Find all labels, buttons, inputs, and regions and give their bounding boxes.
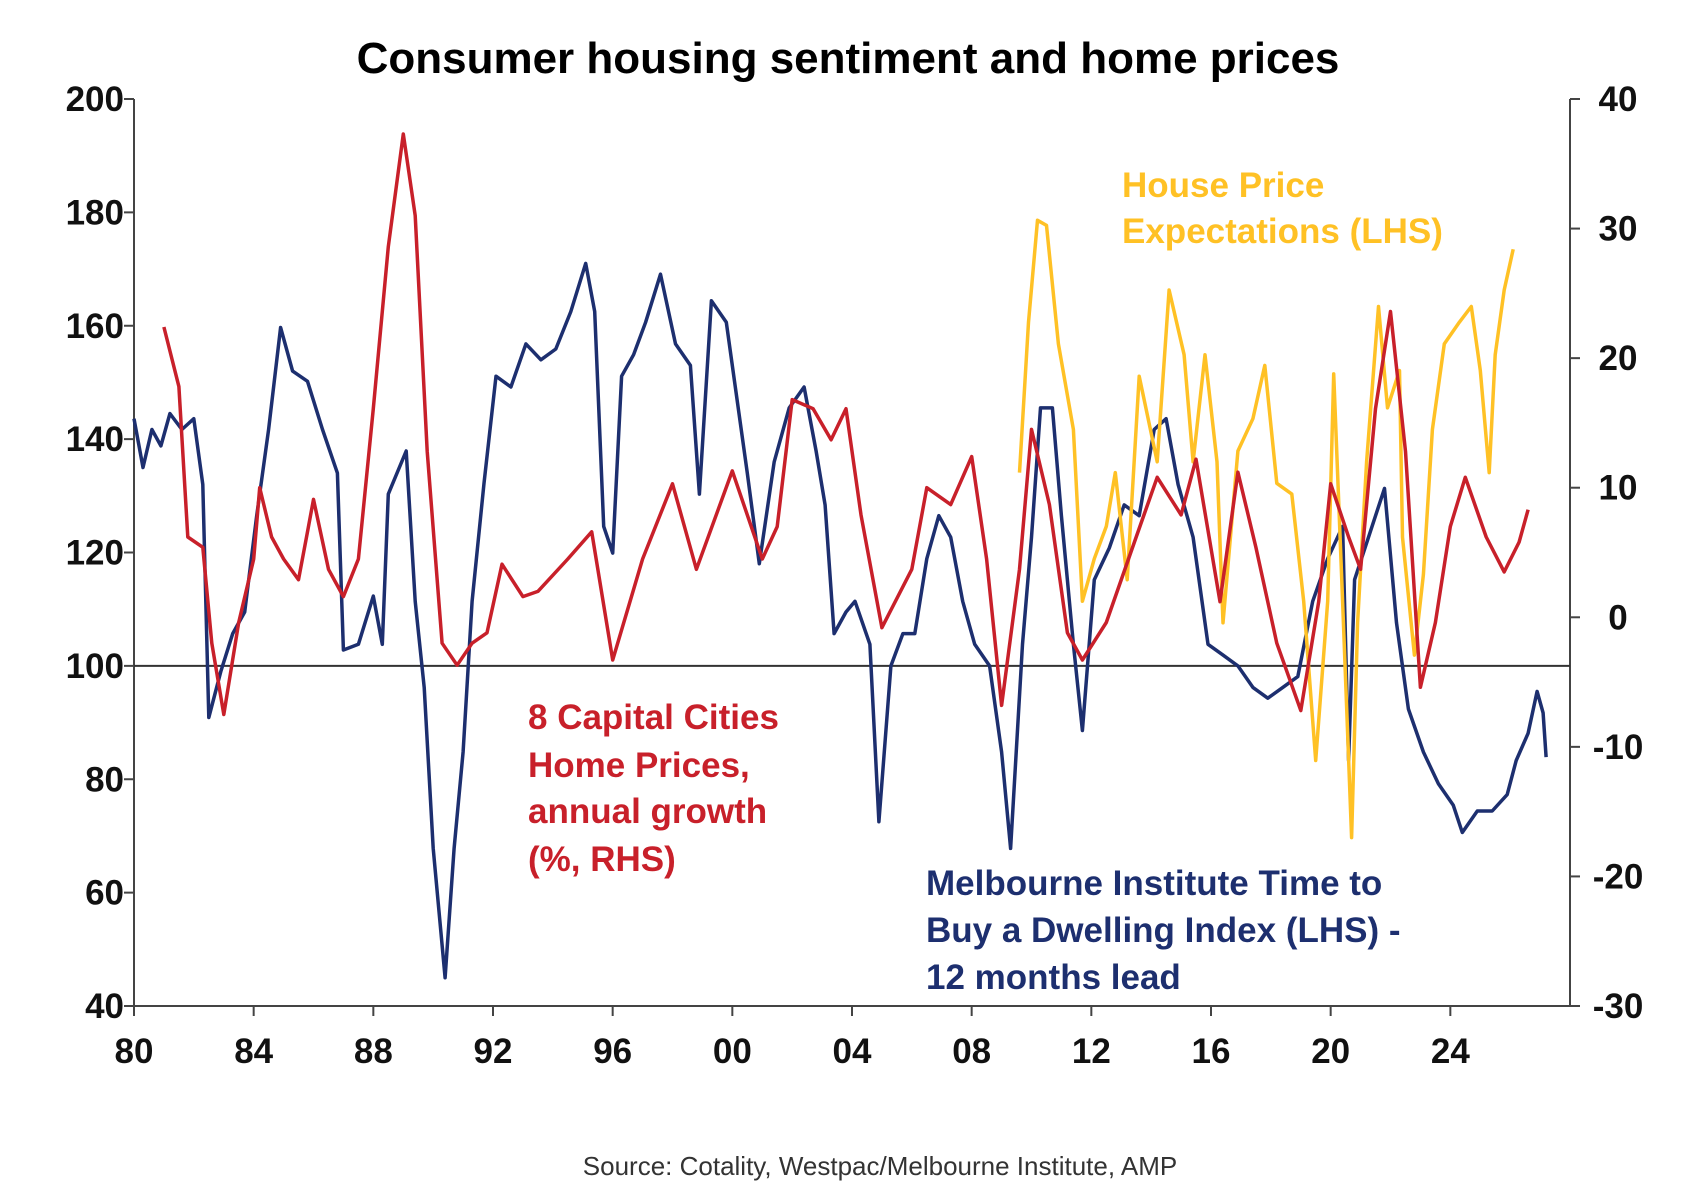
annotation-red-line-1: 8 Capital Cities bbox=[528, 698, 779, 737]
annotation-blue-line-2: Buy a Dwelling Index (LHS) - bbox=[926, 911, 1400, 950]
right-tick-label: -20 bbox=[1593, 857, 1644, 896]
left-tick-label: 140 bbox=[66, 420, 124, 459]
series-lines bbox=[132, 132, 1548, 980]
x-tick-label: 88 bbox=[354, 1032, 393, 1071]
x-tick-label: 24 bbox=[1431, 1032, 1470, 1071]
left-tick-label: 160 bbox=[66, 307, 124, 346]
x-tick-label: 12 bbox=[1072, 1032, 1111, 1071]
annotation-blue-line-3: 12 months lead bbox=[926, 958, 1181, 997]
x-tick-label: 80 bbox=[115, 1032, 154, 1071]
x-tick-label: 16 bbox=[1192, 1032, 1231, 1071]
annotation-blue: Melbourne Institute Time to Buy a Dwelli… bbox=[926, 864, 1400, 997]
annotation-red-line-2: Home Prices, bbox=[528, 746, 750, 785]
chart-title: Consumer housing sentiment and home pric… bbox=[357, 34, 1340, 83]
left-tick-label: 100 bbox=[66, 647, 124, 686]
axes: 40 60 80 100 120 140 160 180 200 -30 -20 -10 0 10 20 30… bbox=[66, 80, 1644, 1071]
right-tick-label: 10 bbox=[1599, 469, 1638, 508]
x-tick-label: 84 bbox=[234, 1032, 273, 1071]
annotation-yellow: House Price Expectations (LHS) bbox=[1122, 166, 1443, 251]
left-tick-label: 180 bbox=[66, 193, 124, 232]
right-tick-label: 0 bbox=[1608, 598, 1627, 637]
annotation-red: 8 Capital Cities Home Prices, annual gro… bbox=[528, 698, 779, 879]
left-tick-label: 40 bbox=[85, 987, 124, 1026]
annotation-red-line-3: annual growth bbox=[528, 792, 767, 831]
source-note: Source: Cotality, Westpac/Melbourne Inst… bbox=[583, 1151, 1177, 1181]
x-tick-label: 04 bbox=[833, 1032, 872, 1071]
x-tick-label: 96 bbox=[593, 1032, 632, 1071]
left-tick-label: 60 bbox=[85, 874, 124, 913]
right-tick-label: -10 bbox=[1593, 728, 1644, 767]
right-tick-label: 20 bbox=[1599, 339, 1638, 378]
annotation-yellow-line-2: Expectations (LHS) bbox=[1122, 212, 1443, 251]
right-tick-label: -30 bbox=[1593, 987, 1644, 1026]
annotation-red-line-4: (%, RHS) bbox=[528, 840, 676, 879]
x-tick-label: 08 bbox=[952, 1032, 991, 1071]
left-tick-label: 80 bbox=[85, 760, 124, 799]
series-line-price-expectations bbox=[1017, 218, 1515, 840]
x-tick-label: 00 bbox=[713, 1032, 752, 1071]
right-tick-label: 30 bbox=[1599, 210, 1638, 249]
x-tick-label: 20 bbox=[1311, 1032, 1350, 1071]
annotation-blue-line-1: Melbourne Institute Time to bbox=[926, 864, 1382, 903]
annotation-yellow-line-1: House Price bbox=[1122, 166, 1324, 205]
right-tick-label: 40 bbox=[1599, 80, 1638, 119]
left-tick-label: 200 bbox=[66, 80, 124, 119]
left-tick-label: 120 bbox=[66, 534, 124, 573]
series-line-home-prices bbox=[162, 132, 1530, 717]
x-tick-label: 92 bbox=[474, 1032, 513, 1071]
